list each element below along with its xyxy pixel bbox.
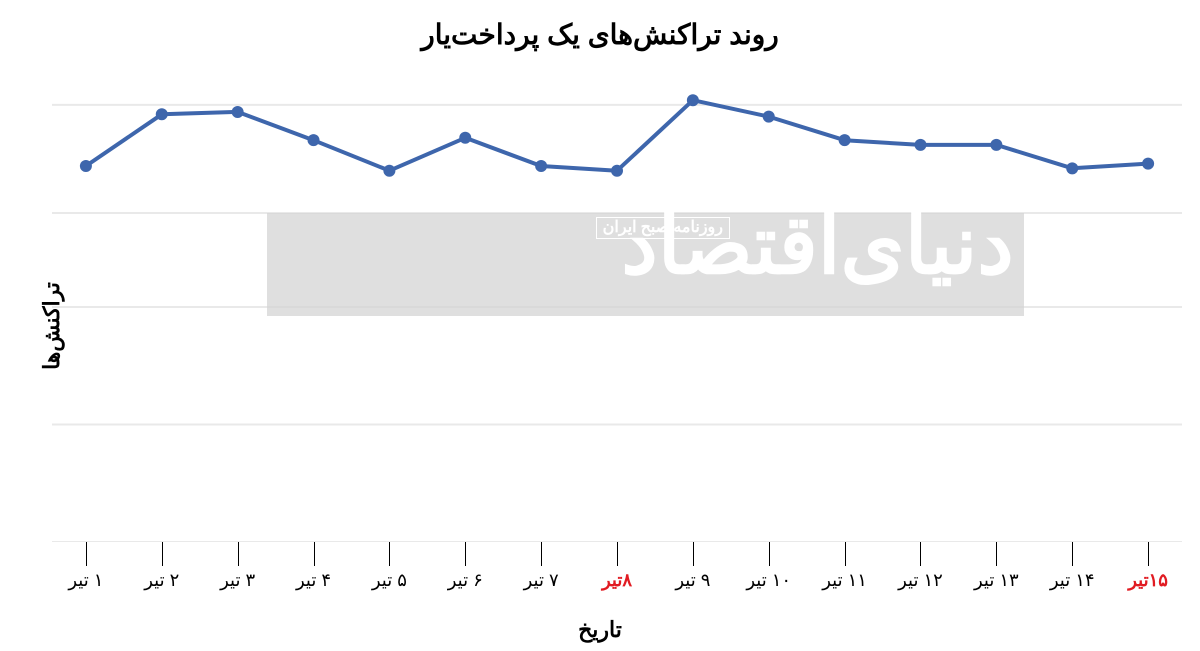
- x-tick-label: ۸تیر: [602, 570, 632, 591]
- x-tick: [1072, 542, 1073, 566]
- x-tick: [996, 542, 997, 566]
- x-tick-label: ۷ تیر: [524, 570, 559, 591]
- x-tick-label: ۹ تیر: [675, 570, 710, 591]
- x-tick-label: ۱۳ تیر: [974, 570, 1019, 591]
- x-tick-label: ۱ تیر: [68, 570, 103, 591]
- x-tick-label: ۱۴ تیر: [1050, 570, 1095, 591]
- x-tick-label: ۴ تیر: [296, 570, 331, 591]
- watermark-sub-text: روزنامه صبح ایران: [596, 217, 730, 239]
- x-tick: [86, 542, 87, 566]
- x-tick: [389, 542, 390, 566]
- x-tick: [693, 542, 694, 566]
- x-tick: [162, 542, 163, 566]
- x-tick-label: ۵ تیر: [372, 570, 407, 591]
- chart-container: روند تراکنش‌های یک پرداخت‌یار تراکنش‌ها …: [0, 0, 1200, 651]
- x-tick-label: ۱۵تیر: [1128, 570, 1168, 591]
- x-tick: [1148, 542, 1149, 566]
- x-axis-label: تاریخ: [0, 617, 1200, 643]
- x-axis-ticks: ۱ تیر ۲ تیر ۳ تیر ۴ تیر ۵ تیر ۶ تیر ۷ تیر ۸تیر ۹…: [52, 542, 1182, 602]
- x-tick-label: ۱۲ تیر: [898, 570, 943, 591]
- x-tick: [314, 542, 315, 566]
- x-tick-label: ۲ تیر: [144, 570, 179, 591]
- x-tick: [845, 542, 846, 566]
- x-tick-label: ۳ تیر: [220, 570, 255, 591]
- x-tick: [238, 542, 239, 566]
- x-tick-label: ۶ تیر: [448, 570, 483, 591]
- x-tick-label: ۱۰ تیر: [746, 570, 791, 591]
- x-tick: [920, 542, 921, 566]
- x-tick: [617, 542, 618, 566]
- chart-title: روند تراکنش‌های یک پرداخت‌یار: [0, 18, 1200, 51]
- x-tick: [465, 542, 466, 566]
- x-tick-label: ۱۱ تیر: [822, 570, 867, 591]
- x-tick: [769, 542, 770, 566]
- x-tick: [541, 542, 542, 566]
